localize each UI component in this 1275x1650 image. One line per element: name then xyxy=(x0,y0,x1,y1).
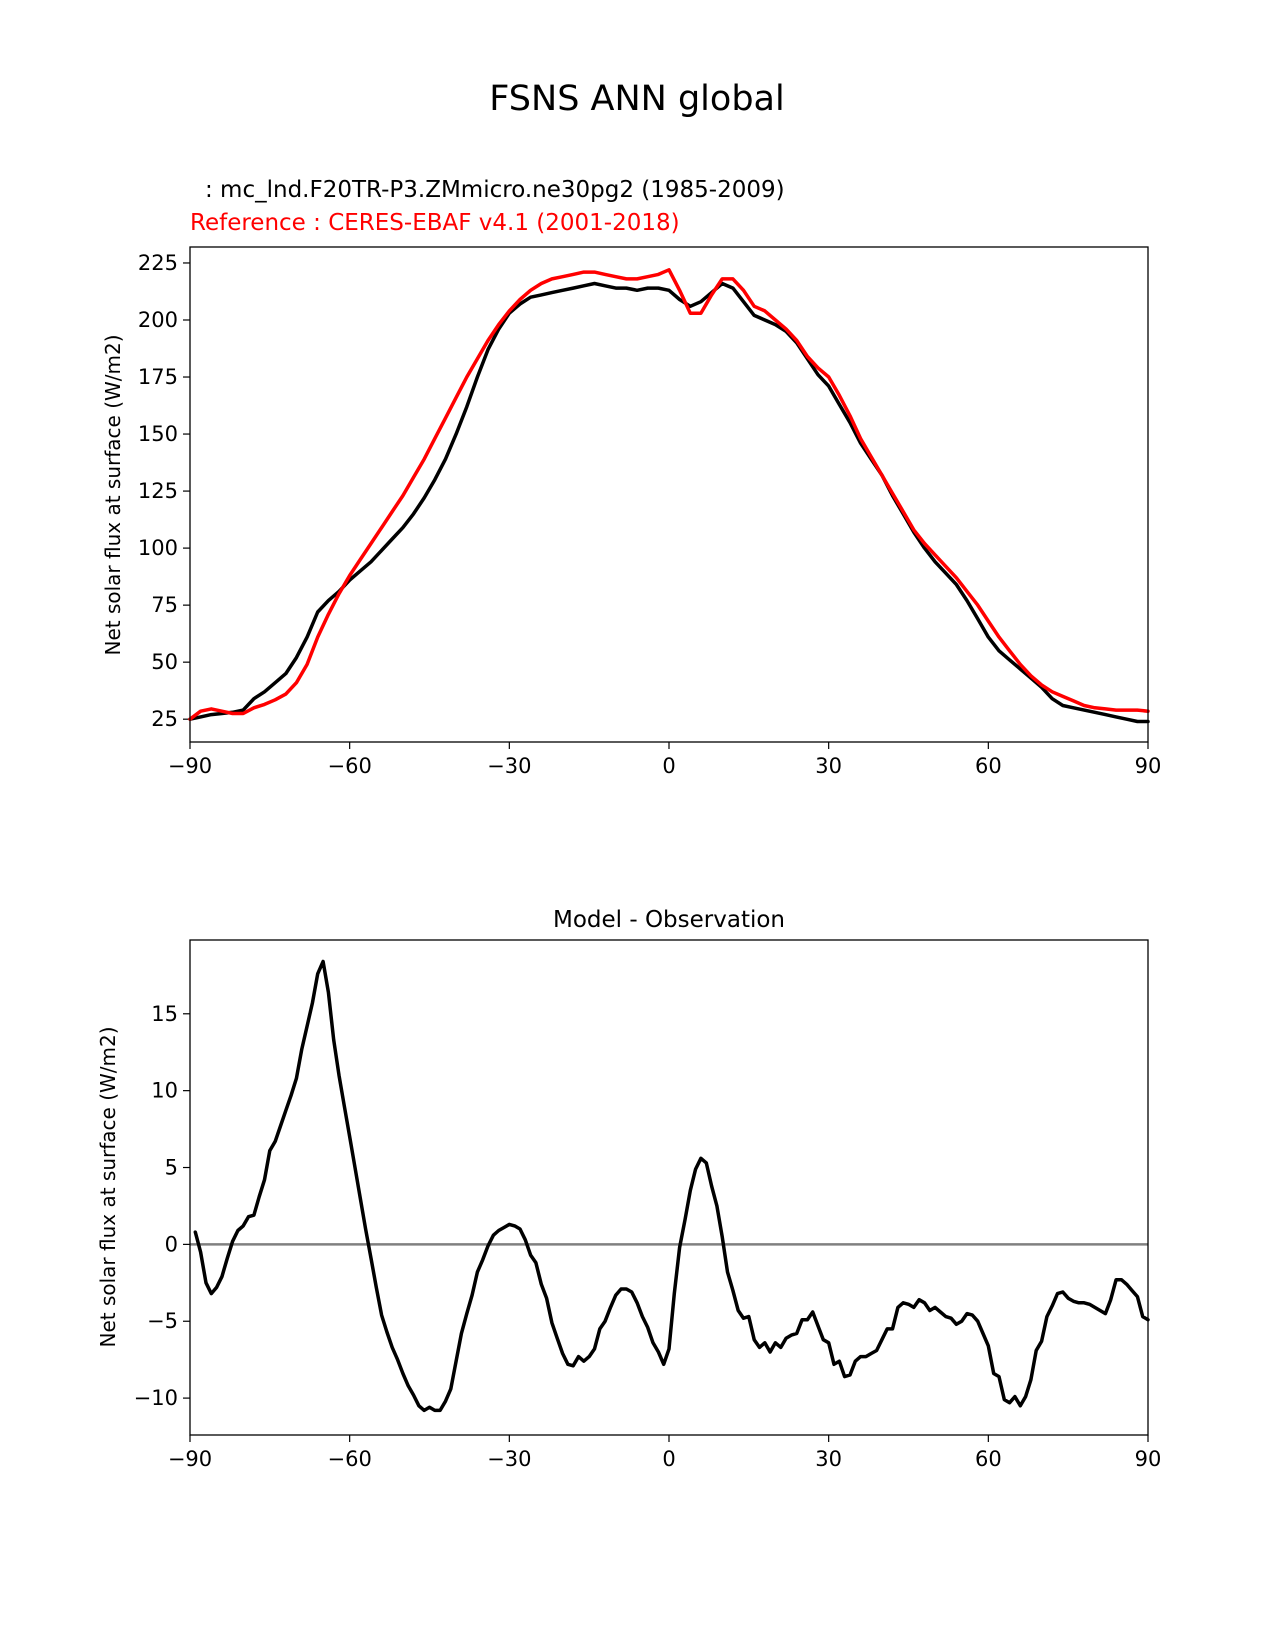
top-axis-ticks: −90 −60 −30 0 30 60 90 25 50 75 100 125 150 175 200 225 xyxy=(138,251,1161,778)
top-series-test xyxy=(188,281,1150,724)
bottom-y-tick-label: −5 xyxy=(147,1309,178,1333)
bottom-panel: Model - Observation Net solar flux at su… xyxy=(96,907,1161,1471)
bottom-y-tick-label: 10 xyxy=(151,1079,178,1103)
top-y-tick-label: 200 xyxy=(138,308,178,332)
bottom-x-tick-label: −30 xyxy=(487,1447,531,1471)
top-y-tick-label: 25 xyxy=(151,707,178,731)
bottom-x-tick-label: −60 xyxy=(328,1447,372,1471)
figure-title: FSNS ANN global xyxy=(489,79,784,119)
top-y-tick-label: 125 xyxy=(138,479,178,503)
top-y-axis-label: Net solar flux at surface (W/m2) xyxy=(101,334,125,655)
top-y-tick-label: 150 xyxy=(138,422,178,446)
top-x-tick-label: −60 xyxy=(328,754,372,778)
bottom-axis-ticks: −90 −60 −30 0 30 60 90 −10 −5 0 5 10 15 xyxy=(134,1002,1162,1471)
top-x-tick-label: 30 xyxy=(815,754,842,778)
bottom-series-difference xyxy=(193,959,1150,1413)
top-y-tick-label: 50 xyxy=(151,650,178,674)
top-series-reference xyxy=(188,268,1150,721)
top-x-tick-label: 0 xyxy=(662,754,675,778)
bottom-x-tick-label: 0 xyxy=(662,1447,675,1471)
bottom-x-tick-label: 60 xyxy=(975,1447,1002,1471)
bottom-y-tick-label: 15 xyxy=(151,1002,178,1026)
top-x-tick-label: 90 xyxy=(1135,754,1162,778)
bottom-y-tick-label: −10 xyxy=(134,1386,178,1410)
bottom-y-axis-label: Net solar flux at surface (W/m2) xyxy=(96,1026,120,1347)
bottom-y-tick-label: 0 xyxy=(165,1232,178,1256)
reference-title: Reference : CERES-EBAF v4.1 (2001-2018) xyxy=(190,210,680,236)
top-x-tick-label: −90 xyxy=(168,754,212,778)
test-run-title: : mc_lnd.F20TR-P3.ZMmicro.ne30pg2 (1985-… xyxy=(205,177,785,203)
bottom-x-tick-label: 90 xyxy=(1135,1447,1162,1471)
bottom-x-tick-label: −90 xyxy=(168,1447,212,1471)
top-x-tick-label: −30 xyxy=(487,754,531,778)
top-y-tick-label: 225 xyxy=(138,251,178,275)
top-plot-frame xyxy=(189,246,1149,743)
top-panel: : mc_lnd.F20TR-P3.ZMmicro.ne30pg2 (1985-… xyxy=(101,177,1161,778)
bottom-x-tick-label: 30 xyxy=(815,1447,842,1471)
top-y-tick-label: 100 xyxy=(138,536,178,560)
bottom-y-tick-label: 5 xyxy=(165,1156,178,1180)
top-series-lines xyxy=(188,268,1150,724)
top-y-tick-label: 75 xyxy=(151,593,178,617)
bottom-series-lines xyxy=(190,959,1150,1413)
bottom-plot-frame xyxy=(189,939,1149,1436)
top-y-tick-label: 175 xyxy=(138,365,178,389)
bottom-title: Model - Observation xyxy=(553,907,785,933)
top-x-tick-label: 60 xyxy=(975,754,1002,778)
